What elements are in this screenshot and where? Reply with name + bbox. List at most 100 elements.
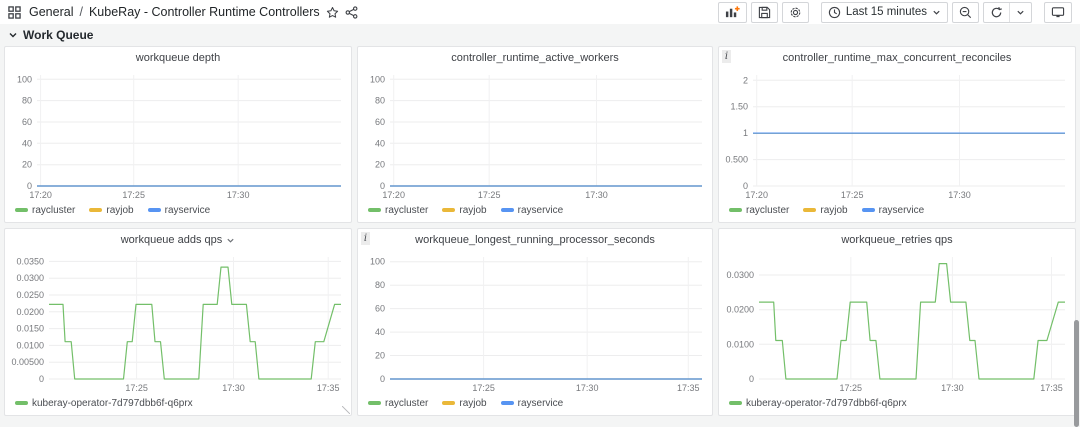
legend-item-rayservice[interactable]: rayservice	[861, 204, 925, 216]
legend-item-rayjob[interactable]: rayjob	[442, 205, 487, 216]
legend-item-rayjob[interactable]: rayjob	[89, 205, 134, 216]
dashboards-grid-icon[interactable]	[8, 5, 21, 19]
legend-item-rayjob[interactable]: rayjob	[442, 397, 487, 409]
chart-controller-runtime-active-workers[interactable]: 0 20 40 60 80 100 17:20 17:25 17:30	[358, 69, 712, 202]
svg-text:17:30: 17:30	[585, 190, 608, 200]
panel-title: controller_runtime_active_workers	[451, 52, 619, 64]
legend-label: rayservice	[164, 204, 211, 216]
svg-text:17:30: 17:30	[222, 383, 245, 393]
svg-text:60: 60	[22, 117, 32, 127]
chevron-down-icon	[933, 10, 940, 15]
chart-svg: 0 0.00500 0.0100 0.0150 0.0200 0.0250 0.0300 0.…	[11, 256, 341, 393]
share-icon[interactable]	[345, 5, 358, 19]
panel-title: workqueue_retries qps	[841, 234, 953, 246]
legend-swatch	[803, 208, 817, 212]
svg-text:17:30: 17:30	[941, 383, 964, 393]
chart-legend: raycluster rayjob rayservice	[5, 202, 351, 218]
legend-item-rayservice[interactable]: rayservice	[500, 205, 563, 216]
row-work-queue[interactable]: Work Queue	[0, 24, 1080, 46]
legend-item-kuberay-operator-7d797dbb6f-q6prx[interactable]: kuberay-operator-7d797dbb6f-q6prx	[729, 398, 907, 409]
save-dashboard-button[interactable]	[750, 1, 778, 23]
cycle-view-mode-button[interactable]	[1044, 1, 1072, 23]
chart-legend: kuberay-operator-7d797dbb6f-q6prx	[5, 395, 351, 411]
chart-workqueue-longest-running-processor-seconds[interactable]: 0 20 40 60 80 100 17:25 17:30 17:35	[358, 251, 712, 395]
panel-workqueue-depth: workqueue depth 0 20 40 60 80 100 17:20 17:25 17…	[4, 46, 352, 223]
legend-item-rayservice[interactable]: rayservice	[500, 398, 563, 409]
breadcrumb-dashboard-title: KubeRay - Controller Runtime Controllers	[88, 5, 320, 19]
panel-menu-caret-icon[interactable]	[226, 236, 235, 245]
legend-label: rayservice	[878, 204, 925, 216]
chart-workqueue-retries-qps[interactable]: 0 0.0100 0.0200 0.0300 17:25 17:30 17:35	[719, 251, 1075, 395]
scrollbar-thumb[interactable]	[1074, 320, 1079, 427]
legend-swatch	[500, 208, 514, 212]
panel-header[interactable]: workqueue depth	[5, 47, 351, 69]
legend-item-rayjob[interactable]: rayjob	[803, 205, 848, 216]
panel-title: workqueue adds qps	[120, 234, 223, 246]
legend-item-raycluster[interactable]: raycluster	[368, 205, 428, 216]
panel-header[interactable]: workqueue_retries qps	[719, 229, 1075, 251]
legend-swatch	[147, 208, 161, 212]
refresh-button[interactable]	[984, 3, 1009, 22]
svg-text:80: 80	[375, 280, 385, 290]
chart-controller-runtime-max-concurrent-reconciles[interactable]: 0 0.500 1 1.50 2 17:20 17:25 17:30	[719, 69, 1075, 202]
svg-text:17:30: 17:30	[948, 190, 971, 200]
legend-item-raycluster[interactable]: raycluster	[729, 205, 789, 216]
svg-text:0.0100: 0.0100	[726, 339, 754, 349]
panel-workqueue-adds-qps: workqueue adds qps 0 0.00500 0.0100 0.0150 0…	[4, 228, 352, 416]
refresh-interval-caret[interactable]	[1009, 2, 1031, 22]
svg-text:0.0250: 0.0250	[16, 290, 44, 300]
legend-swatch	[368, 208, 381, 212]
panel-resize-handle[interactable]	[342, 406, 350, 414]
svg-text:80: 80	[375, 96, 385, 106]
breadcrumb-folder[interactable]: General	[29, 5, 74, 19]
time-range-picker[interactable]: Last 15 minutes	[820, 1, 948, 23]
legend-label: raycluster	[32, 204, 76, 216]
panel-header[interactable]: workqueue adds qps	[5, 229, 351, 251]
svg-text:20: 20	[375, 160, 385, 170]
chart-legend: raycluster rayjob rayservice	[358, 202, 712, 218]
refresh-button-group	[983, 1, 1032, 23]
panel-title: workqueue depth	[135, 52, 221, 64]
zoom-out-button[interactable]	[952, 1, 979, 23]
panel-controller-runtime-active-workers: controller_runtime_active_workers 0 20 40 6…	[357, 46, 713, 223]
svg-text:0: 0	[380, 374, 385, 384]
panel-header[interactable]: controller_runtime_max_concurrent_reconc…	[719, 47, 1075, 69]
panel-info-icon[interactable]: i	[361, 232, 370, 245]
legend-swatch	[368, 401, 381, 405]
breadcrumb: General / KubeRay - Controller Runtime C…	[29, 5, 320, 19]
svg-text:1.50: 1.50	[730, 102, 748, 112]
svg-text:17:35: 17:35	[677, 383, 700, 393]
panel-header[interactable]: controller_runtime_active_workers	[358, 47, 712, 69]
legend-label: kuberay-operator-7d797dbb6f-q6prx	[32, 397, 193, 409]
chart-svg: 0 20 40 60 80 100 17:25 17:30 17:35	[370, 257, 702, 393]
svg-text:17:25: 17:25	[478, 190, 501, 200]
svg-text:100: 100	[370, 257, 385, 267]
legend-label: kuberay-operator-7d797dbb6f-q6prx	[746, 397, 907, 409]
legend-swatch	[89, 208, 103, 212]
legend-swatch	[442, 208, 456, 212]
clock-icon	[828, 6, 840, 18]
legend-label: rayjob	[459, 397, 487, 409]
legend-item-rayservice[interactable]: rayservice	[147, 204, 211, 216]
add-panel-button[interactable]	[717, 1, 747, 23]
chart-workqueue-depth[interactable]: 0 20 40 60 80 100 17:20 17:25 17:30	[5, 69, 351, 202]
legend-item-raycluster[interactable]: raycluster	[368, 398, 428, 409]
legend-item-kuberay-operator-7d797dbb6f-q6prx[interactable]: kuberay-operator-7d797dbb6f-q6prx	[15, 398, 193, 409]
svg-text:0: 0	[749, 374, 754, 384]
legend-item-raycluster[interactable]: raycluster	[15, 205, 75, 216]
star-icon[interactable]	[326, 6, 339, 19]
legend-swatch	[15, 208, 28, 212]
svg-text:1: 1	[743, 128, 748, 138]
panel-info-icon[interactable]: i	[722, 50, 731, 63]
svg-text:0.500: 0.500	[725, 155, 748, 165]
svg-text:40: 40	[375, 327, 385, 337]
svg-text:17:30: 17:30	[227, 190, 250, 200]
top-nav-bar: General / KubeRay - Controller Runtime C…	[0, 0, 1080, 24]
dashboard-settings-button[interactable]	[781, 1, 809, 23]
panel-header[interactable]: workqueue_longest_running_processor_seco…	[358, 229, 712, 251]
chart-workqueue-adds-qps[interactable]: 0 0.00500 0.0100 0.0150 0.0200 0.0250 0.0300 0.…	[5, 251, 351, 395]
chevron-down-icon	[1017, 10, 1024, 15]
svg-text:17:20: 17:20	[382, 190, 405, 200]
legend-label: raycluster	[385, 397, 429, 409]
svg-text:80: 80	[22, 96, 32, 106]
